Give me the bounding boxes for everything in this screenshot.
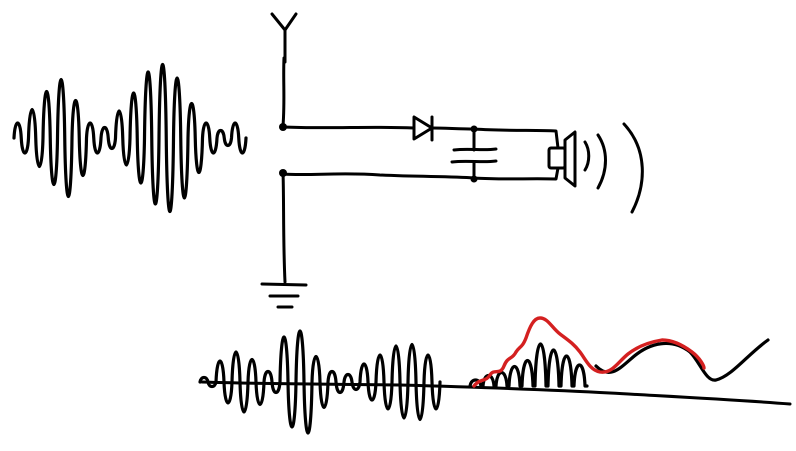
circuit-wiring bbox=[280, 56, 560, 284]
envelope-curve bbox=[472, 316, 706, 388]
half-wave-rectified bbox=[468, 342, 589, 388]
audio-envelope bbox=[472, 316, 706, 388]
ground-icon bbox=[260, 282, 308, 309]
bottom-carrier-wave bbox=[198, 329, 442, 435]
junction-top bbox=[279, 123, 287, 131]
junction-cap-bottom bbox=[470, 175, 478, 183]
earpiece-icon bbox=[547, 130, 577, 188]
junction-dots bbox=[279, 123, 478, 183]
junction-cap-top bbox=[470, 125, 478, 133]
bottom-baseline bbox=[200, 380, 792, 406]
sound-waves-icon bbox=[583, 122, 644, 214]
capacitor-icon bbox=[450, 147, 498, 164]
am-signal-waveform bbox=[12, 63, 248, 213]
diode-icon bbox=[412, 115, 434, 142]
am-carrier-wave bbox=[12, 63, 248, 213]
antenna-icon bbox=[270, 12, 298, 64]
junction-bottom bbox=[279, 169, 287, 177]
